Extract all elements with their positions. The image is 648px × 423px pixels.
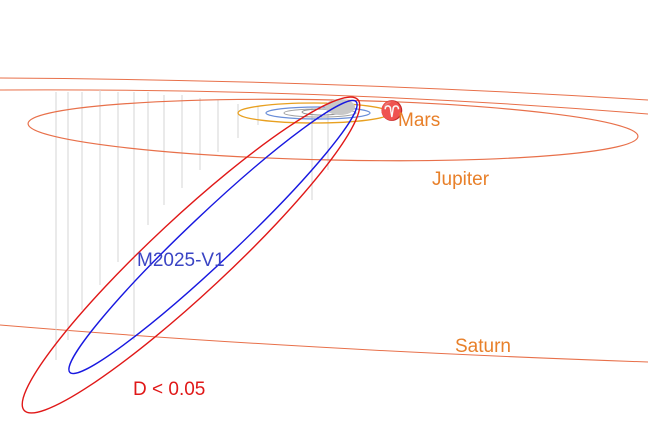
mars-orbit [237, 102, 391, 124]
sun [325, 99, 355, 115]
planet-label: Jupiter [432, 169, 490, 190]
planet-label: Mars [398, 110, 440, 131]
saturn-orbit [0, 89, 648, 115]
comet-orbit [68, 99, 358, 375]
uncertainty-label: D < 0.05 [133, 379, 205, 400]
comet-label: M2025-V1 [137, 250, 225, 271]
saturn-orbit [0, 324, 648, 363]
planet-label: Saturn [455, 336, 511, 357]
uncertainty-orbit [21, 96, 361, 414]
saturn-orbit [0, 77, 648, 101]
drop-lines [55, 90, 329, 360]
equinox-symbol: ♈ [380, 99, 404, 122]
earth-orbit [265, 106, 371, 120]
